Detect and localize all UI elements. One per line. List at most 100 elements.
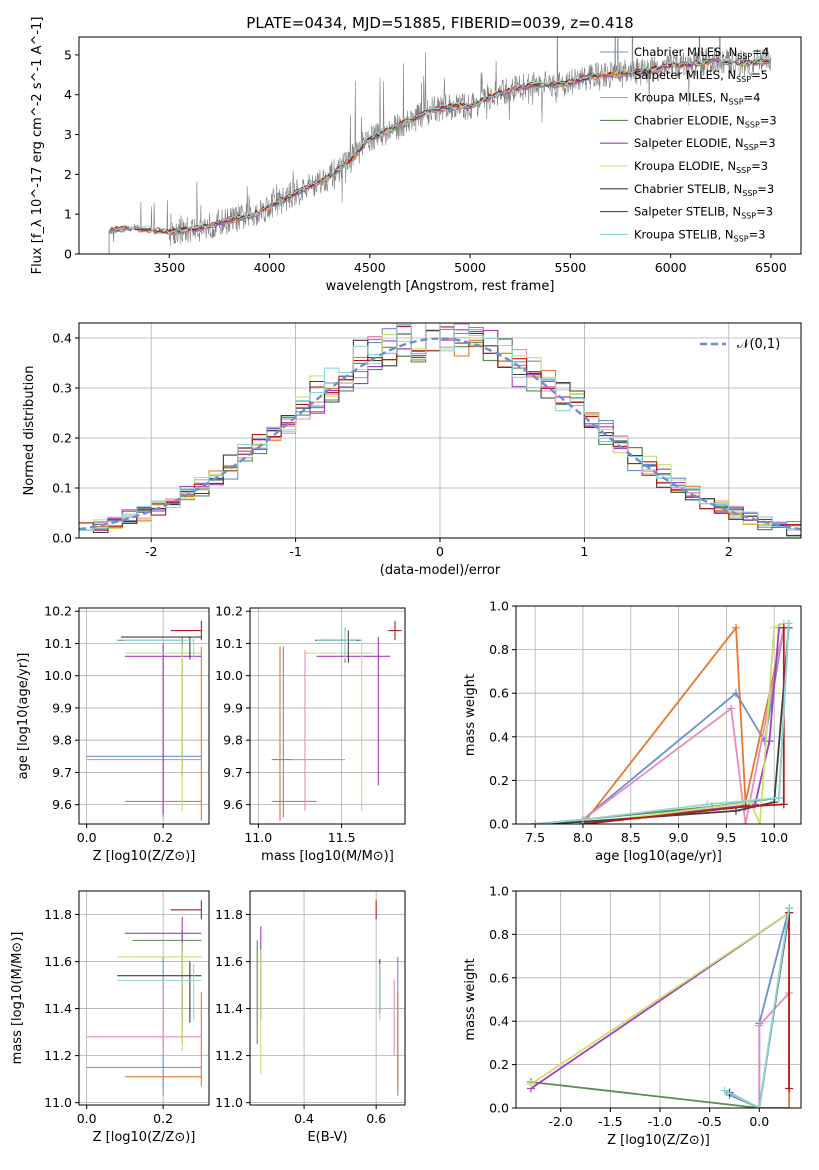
errorbar-point-8	[388, 620, 402, 641]
marker	[779, 800, 788, 809]
plot-frame-mass_vs_EBV	[249, 890, 406, 1106]
marker	[531, 820, 540, 824]
x-tick-label: 10.0	[760, 830, 788, 845]
x-tick-label: -1.5	[598, 1114, 622, 1129]
marker	[784, 619, 793, 628]
x-tick-label: 8.5	[621, 830, 641, 845]
y-tick-label: 9.9	[223, 700, 243, 715]
marker	[755, 1021, 764, 1030]
marker	[731, 689, 740, 698]
legend-entry: Salpeter MILES, NSSP=5	[634, 68, 768, 84]
errorbar-point-1	[271, 646, 300, 818]
errorbar-point-8	[170, 900, 202, 920]
y-tick-label: 9.7	[223, 765, 243, 780]
y-tick-label: 0.4	[489, 729, 509, 744]
errorbar-point-3	[86, 646, 202, 812]
marker	[703, 800, 712, 809]
mass-weight-line-9	[724, 908, 790, 1108]
y-tick-label: 0.1	[52, 481, 72, 496]
x-axis-label: mass [log10(M/M⊙)]	[261, 849, 394, 864]
plot-frame-mass_weight_vs_age	[515, 605, 802, 825]
x-tick-label: 1	[580, 544, 588, 559]
model-spectrum-9	[108, 57, 772, 254]
normal-curve	[79, 337, 801, 531]
marker	[741, 820, 750, 824]
legend-entry: Chabrier ELODIE, NSSP=3	[634, 113, 777, 129]
mass-weight-line-2	[582, 625, 785, 824]
y-axis-label: Normed distribution	[22, 366, 37, 496]
errorbar-point-3	[291, 649, 345, 812]
x-tick-label: 11.5	[328, 830, 356, 845]
y-axis-label: mass weight	[463, 958, 478, 1040]
legend-entry: Kroupa MILES, NSSP=4	[634, 91, 760, 107]
marker	[770, 623, 779, 632]
errorbar-point-7	[315, 630, 359, 663]
plot-frame-mass_vs_Z	[78, 890, 210, 1106]
x-axis-label: (data-model)/error	[380, 563, 501, 578]
y-tick-label: 11.4	[44, 1001, 72, 1016]
x-tick-label: 5500	[554, 260, 586, 275]
y-tick-label: 0.4	[52, 331, 72, 346]
errorbar-point-6	[117, 942, 202, 1051]
y-tick-label: 2	[64, 167, 72, 182]
x-axis-label: age [log10(age/yr)]	[595, 849, 722, 864]
marker	[526, 1080, 535, 1089]
mass-weight-line-6	[530, 911, 790, 1085]
errorbar-point-4	[132, 930, 202, 1044]
errorbar-point-9	[124, 637, 195, 660]
y-axis-label: mass [log10(M/M⊙)]	[10, 932, 25, 1065]
x-tick-label: 8.0	[573, 830, 593, 845]
y-tick-label: 11.8	[215, 907, 243, 922]
x-tick-label: -1	[289, 544, 301, 559]
x-axis-label: Z [log10(Z/Z⊙)]	[93, 849, 196, 864]
x-tick-label: 6500	[755, 260, 787, 275]
marker	[727, 704, 736, 713]
axes-residuals	[75, 323, 801, 542]
histograms	[79, 323, 801, 537]
y-tick-label: 10.0	[44, 668, 72, 683]
errorbars-age_vs_Z	[86, 620, 202, 821]
y-tick-label: 0.0	[489, 1101, 509, 1116]
legend-entry: Chabrier STELIB, NSSP=3	[634, 182, 774, 198]
errorbars-mass_vs_Z	[86, 900, 202, 1096]
x-tick-label: 5000	[454, 260, 486, 275]
y-tick-label: 0.4	[489, 1014, 509, 1029]
y-tick-label: 0.2	[489, 1057, 509, 1072]
lines-mass_weight_vs_age	[531, 619, 793, 824]
marker	[785, 1104, 794, 1108]
x-tick-label: 0.4	[294, 1111, 314, 1126]
errorbar-point-2	[271, 646, 317, 821]
plot-frame-residuals	[78, 322, 802, 539]
y-axis-label: age [log10(age/yr)]	[16, 653, 31, 780]
x-tick-label: 0.0	[77, 830, 97, 845]
errorbar-point-6	[305, 643, 374, 812]
marker	[785, 904, 794, 913]
marker	[775, 793, 784, 802]
chart-title: PLATE=0434, MJD=51885, FIBERID=0039, z=0…	[246, 14, 633, 32]
spectrum-lines	[108, 37, 772, 254]
x-tick-label: -2	[145, 544, 157, 559]
y-tick-label: 3	[64, 127, 72, 142]
marker	[755, 1104, 764, 1108]
x-tick-label: 6000	[655, 260, 687, 275]
x-tick-label: 0.2	[153, 1111, 173, 1126]
y-tick-label: 1.0	[489, 884, 509, 899]
x-tick-label: 7.5	[525, 830, 545, 845]
errorbar-point-9	[316, 627, 357, 660]
y-tick-label: 11.0	[44, 1095, 72, 1110]
y-tick-label: 0.6	[489, 686, 509, 701]
errorbar-point-4	[117, 637, 183, 776]
legend-entry: Chabrier MILES, NSSP=4	[634, 45, 769, 61]
y-tick-label: 0.0	[52, 531, 72, 546]
y-tick-label: 0.8	[489, 927, 509, 942]
axes-spectrum	[75, 54, 772, 258]
y-tick-label: 4	[64, 87, 72, 102]
y-tick-label: 9.6	[223, 797, 243, 812]
legend-entry: Kroupa STELIB, NSSP=3	[634, 227, 765, 243]
y-tick-label: 10.1	[44, 636, 72, 651]
y-tick-label: 1	[64, 207, 72, 222]
axes-mass_vs_EBV	[246, 891, 405, 1109]
y-tick-label: 9.9	[52, 700, 72, 715]
x-tick-label: 0.6	[366, 1111, 386, 1126]
axes-age_vs_mass	[246, 608, 405, 828]
